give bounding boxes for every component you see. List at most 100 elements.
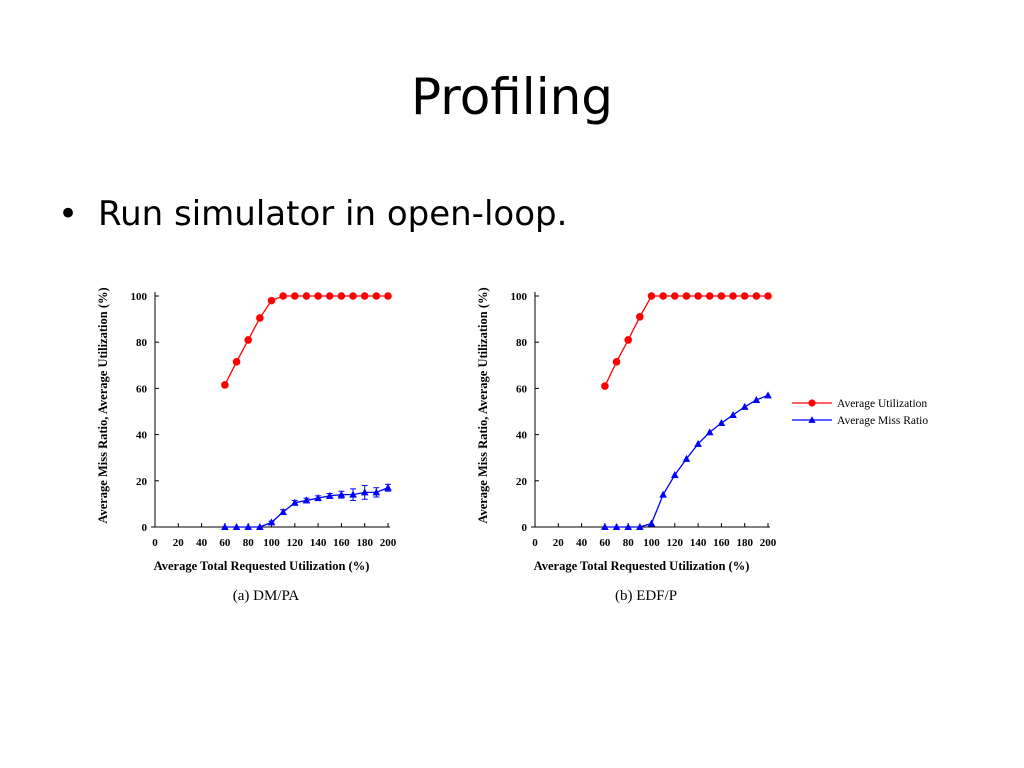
data-point — [337, 292, 346, 300]
data-point — [232, 358, 241, 366]
x-tick-label: 0 — [532, 537, 538, 549]
data-point — [256, 314, 264, 322]
bullet-text: Run simulator in open-loop. — [98, 194, 568, 234]
x-axis-title: Average Total Requested Utilization (%) — [534, 559, 750, 573]
x-tick-label: 80 — [243, 537, 255, 549]
y-axis-title: Average Miss Ratio, Average Utilization … — [96, 287, 110, 523]
x-tick-label: 20 — [173, 537, 185, 549]
data-point — [659, 490, 667, 498]
data-point — [267, 296, 276, 305]
data-point — [337, 490, 346, 498]
x-tick-label: 120 — [287, 537, 304, 549]
data-point — [682, 292, 691, 300]
y-tick-label: 0 — [142, 522, 148, 534]
x-tick-label: 160 — [713, 537, 730, 549]
chart-legend: Average Utilization Average Miss Ratio — [792, 398, 928, 427]
data-point — [752, 395, 761, 403]
data-point — [612, 358, 621, 366]
data-point — [384, 483, 392, 491]
y-tick-label: 80 — [516, 337, 528, 349]
x-tick-label: 200 — [760, 537, 777, 549]
data-point — [740, 402, 749, 410]
data-point — [764, 391, 772, 399]
data-point — [279, 507, 287, 515]
data-point — [302, 496, 311, 504]
data-point — [314, 494, 322, 502]
data-point — [256, 523, 264, 530]
data-point — [740, 292, 749, 300]
legend-marker — [808, 399, 816, 407]
data-point — [647, 292, 656, 300]
data-point — [325, 292, 334, 300]
legend-marker — [808, 416, 816, 423]
y-tick-label: 100 — [511, 291, 528, 303]
data-point — [244, 523, 252, 530]
data-point — [384, 292, 392, 300]
y-tick-label: 60 — [136, 383, 148, 395]
bullet-item: • Run simulator in open-loop. — [58, 190, 567, 238]
data-point — [372, 292, 381, 300]
y-tick-label: 60 — [516, 383, 528, 395]
y-tick-label: 40 — [136, 430, 148, 442]
x-tick-label: 120 — [667, 537, 684, 549]
x-tick-label: 180 — [736, 537, 753, 549]
data-point — [372, 488, 381, 496]
data-point — [647, 519, 656, 527]
x-tick-label: 160 — [333, 537, 350, 549]
data-point — [752, 292, 761, 300]
data-point — [659, 292, 667, 300]
data-point — [612, 523, 621, 530]
x-tick-label: 140 — [310, 537, 327, 549]
x-tick-label: 80 — [623, 537, 635, 549]
data-point — [244, 336, 252, 344]
legend-label: Average Miss Ratio — [837, 415, 928, 427]
y-tick-label: 40 — [516, 430, 528, 442]
data-point — [705, 292, 714, 300]
y-tick-label: 100 — [131, 291, 148, 303]
x-tick-label: 180 — [356, 537, 373, 549]
data-point — [232, 523, 241, 530]
x-tick-label: 0 — [152, 537, 158, 549]
y-tick-label: 20 — [516, 476, 528, 488]
data-point — [694, 292, 702, 300]
data-point — [717, 419, 726, 427]
data-point — [636, 312, 644, 321]
chart-dm-pa: 0 20 40 60 80 100 120 140 160 180 200 0 20 40 60 80 100 A… — [96, 287, 397, 604]
data-point — [601, 382, 609, 390]
data-point — [221, 523, 229, 530]
x-axis-title: Average Total Requested Utilization (%) — [154, 559, 370, 573]
data-point — [349, 490, 357, 498]
x-tick-label: 60 — [599, 537, 611, 549]
x-tick-label: 20 — [553, 537, 565, 549]
data-point — [717, 292, 726, 300]
y-tick-label: 20 — [136, 476, 148, 488]
data-point — [729, 292, 737, 300]
x-tick-label: 60 — [219, 537, 231, 549]
data-point — [694, 439, 702, 447]
x-tick-label: 40 — [576, 537, 588, 549]
data-point — [291, 498, 299, 506]
x-tick-label: 200 — [380, 537, 397, 549]
y-axis-title: Average Miss Ratio, Average Utilization … — [476, 287, 490, 523]
x-tick-label: 40 — [196, 537, 208, 549]
data-point — [671, 471, 679, 479]
data-point — [291, 292, 299, 300]
data-point — [221, 381, 229, 389]
bullet-icon: • — [58, 194, 79, 234]
chart-caption: (a) DM/PA — [233, 588, 300, 604]
data-point — [636, 523, 644, 530]
slide-title: Profiling — [410, 68, 614, 126]
x-tick-label: 100 — [263, 537, 280, 549]
data-point — [624, 336, 632, 344]
data-point — [360, 292, 369, 300]
chart-edf-p: 0 20 40 60 80 100 120 140 160 180 200 0 20 40 60 80 100 A… — [476, 287, 777, 604]
data-point — [624, 523, 632, 530]
data-point — [314, 292, 322, 300]
data-point — [360, 488, 369, 496]
y-tick-label: 0 — [522, 522, 528, 534]
x-tick-label: 100 — [643, 537, 660, 549]
y-tick-label: 80 — [136, 337, 148, 349]
data-point — [279, 292, 287, 300]
data-point — [601, 523, 609, 530]
